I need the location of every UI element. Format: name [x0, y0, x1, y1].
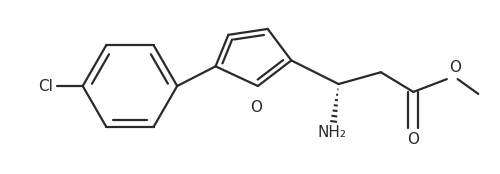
Text: O: O	[408, 132, 420, 147]
Text: O: O	[449, 60, 461, 75]
Text: NH₂: NH₂	[317, 125, 346, 140]
Text: O: O	[250, 100, 262, 115]
Text: Cl: Cl	[38, 78, 53, 93]
